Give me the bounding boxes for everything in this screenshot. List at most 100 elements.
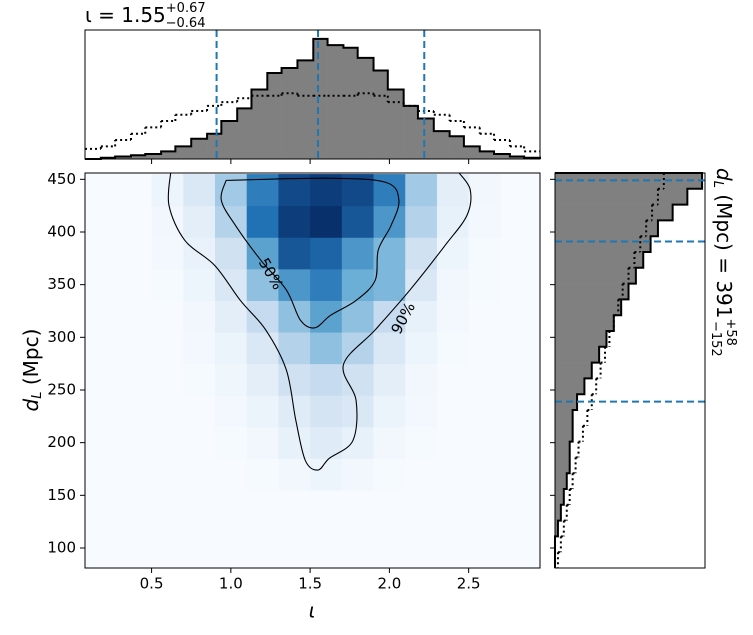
density-cell: [468, 363, 501, 396]
y-axis-label: dL (Mpc): [19, 329, 45, 412]
hist-outline: [554, 172, 704, 568]
hist-bar: [175, 146, 192, 159]
hist-bar: [130, 155, 146, 159]
hist-bar: [297, 60, 314, 160]
density-cell: [405, 237, 438, 270]
density-cell: [215, 300, 248, 333]
density-cell: [151, 332, 184, 365]
density-cell: [246, 237, 279, 270]
hist-bar: [555, 283, 629, 300]
x-tick-label: 2.0: [377, 575, 401, 593]
density-cell: [373, 395, 406, 428]
density-cell: [310, 237, 343, 270]
hist-bar: [267, 73, 282, 159]
hist-bar: [555, 204, 673, 221]
density-cell: [183, 174, 216, 207]
density-cell: [278, 300, 311, 333]
density-cell: [215, 174, 248, 207]
density-cell: [246, 426, 279, 459]
density-cell: [151, 426, 184, 459]
density-cell: [436, 458, 470, 491]
density-cell: [405, 174, 438, 207]
density-cell: [341, 426, 375, 459]
density-cell: [278, 332, 311, 365]
hist-bar: [555, 425, 573, 442]
density-cell: [405, 363, 438, 396]
density-cell: [183, 332, 216, 365]
density-cell: [278, 426, 311, 459]
hist-bar: [555, 362, 592, 379]
hist-bar: [161, 151, 176, 159]
top-title: ι = 1.55+0.67 −0.64: [85, 1, 206, 31]
density-cell: [278, 458, 311, 491]
density-cell: [246, 332, 279, 365]
density-cell: [215, 426, 248, 459]
hist-bar: [145, 153, 162, 159]
hist-bar: [555, 173, 703, 190]
hist-bar: [555, 346, 600, 363]
density-cell: [278, 205, 311, 238]
density-cell: [468, 174, 501, 207]
hist-bar: [251, 89, 268, 159]
density-cell: [468, 237, 501, 270]
density-cell: [436, 426, 470, 459]
hist-bar: [555, 378, 585, 395]
density-cell: [183, 300, 216, 333]
density-cell: [183, 205, 216, 238]
hist-bar: [555, 457, 570, 474]
y-tick-label: 250: [47, 380, 76, 398]
density-cell: [373, 458, 406, 491]
density-cell: [436, 205, 470, 238]
hist-bar: [433, 131, 450, 159]
density-cell: [310, 205, 343, 238]
density-cell: [183, 268, 216, 301]
rt-sup: +58: [724, 319, 739, 346]
hist-bar: [281, 67, 298, 159]
x-axis-label: ι: [309, 599, 316, 623]
heatmap: [151, 174, 501, 491]
y-tick-label: 150: [47, 486, 76, 504]
title-sup: +0.67: [166, 1, 206, 16]
ylabel-rest: (Mpc): [19, 329, 43, 392]
hist-bar: [555, 220, 658, 237]
density-cell: [468, 426, 501, 459]
density-cell: [151, 395, 184, 428]
density-cell: [310, 363, 343, 396]
density-cell: [436, 332, 470, 365]
density-cell: [310, 458, 343, 491]
density-cell: [183, 458, 216, 491]
density-cell: [405, 458, 438, 491]
hist-bar: [327, 45, 344, 160]
density-cell: [341, 205, 375, 238]
hist-bar: [509, 156, 525, 159]
hist-bar: [555, 299, 622, 316]
density-cell: [468, 300, 501, 333]
hist-bar: [237, 108, 252, 159]
density-cell: [278, 363, 311, 396]
density-cell: [341, 268, 375, 301]
hist-bar: [417, 118, 435, 159]
density-cell: [436, 395, 470, 428]
density-cell: [373, 268, 406, 301]
density-cell: [468, 458, 501, 491]
hist-bar: [221, 121, 238, 159]
density-cell: [405, 426, 438, 459]
x-tick-label: 0.5: [140, 575, 164, 593]
density-cell: [436, 237, 470, 270]
y-tick-label: 450: [47, 170, 76, 188]
contour: [167, 173, 472, 471]
density-cell: [405, 268, 438, 301]
density-cell: [151, 237, 184, 270]
rt-sub: −152: [709, 321, 724, 357]
hist-bar: [207, 133, 222, 159]
hist-bar: [555, 188, 688, 205]
density-cell: [341, 395, 375, 428]
hist-bar: [115, 156, 132, 159]
density-cell: [341, 332, 375, 365]
density-cell: [151, 268, 184, 301]
main-frame: [84, 172, 541, 569]
density-cell: [436, 300, 470, 333]
y-tick-label: 400: [47, 222, 76, 240]
x-tick-label: 1.0: [219, 575, 243, 593]
hist-bar: [555, 331, 607, 348]
